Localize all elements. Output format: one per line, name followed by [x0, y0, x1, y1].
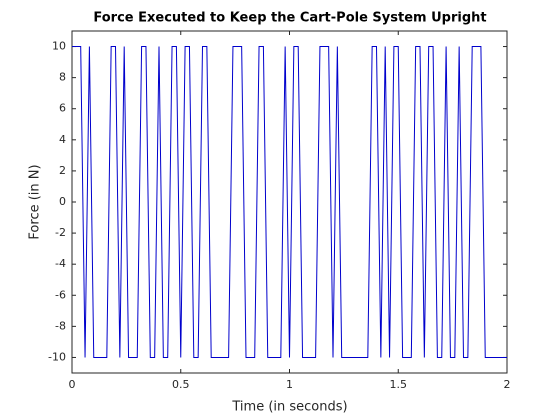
- x-axis-label: Time (in seconds): [231, 400, 347, 415]
- x-tick-label: 1: [286, 378, 293, 391]
- x-tick-label: 2: [504, 378, 511, 391]
- chart-title: Force Executed to Keep the Cart-Pole Sys…: [93, 11, 486, 26]
- y-tick-label: 2: [59, 164, 66, 177]
- y-tick-label: 4: [59, 133, 66, 146]
- y-tick-label: 0: [59, 195, 66, 208]
- x-tick-label: 0: [69, 378, 76, 391]
- y-tick-label: 10: [52, 40, 66, 53]
- y-axis-label: Force (in N): [28, 164, 43, 239]
- x-tick-label: 0.5: [172, 378, 190, 391]
- x-tick-label: 1.5: [390, 378, 408, 391]
- y-tick-label: 8: [59, 71, 66, 84]
- y-tick-label: -8: [55, 319, 66, 332]
- y-tick-label: 6: [59, 102, 66, 115]
- y-tick-label: -2: [55, 226, 66, 239]
- y-tick-label: -6: [55, 288, 66, 301]
- y-tick-label: -10: [48, 350, 66, 363]
- data-line: [72, 46, 507, 358]
- y-tick-label: -4: [55, 257, 66, 270]
